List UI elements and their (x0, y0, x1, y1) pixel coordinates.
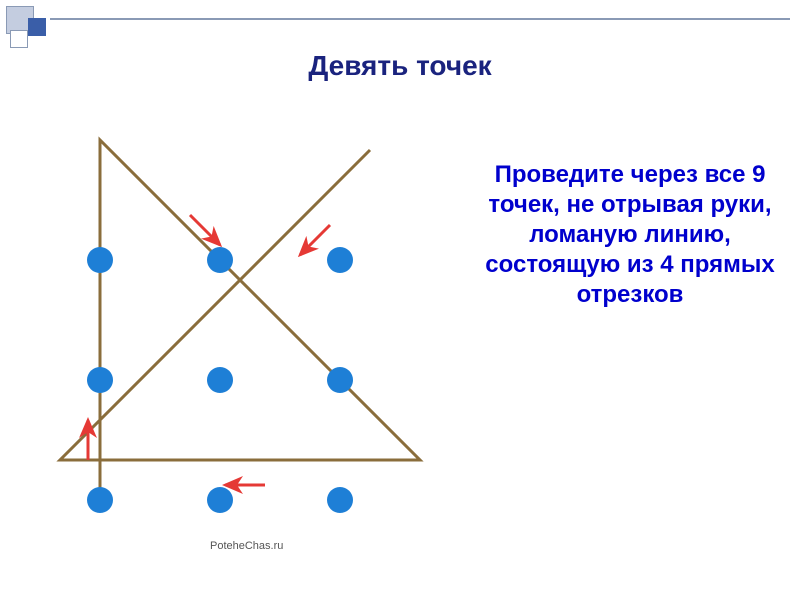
diagram-svg (40, 130, 440, 550)
grid-dot (327, 367, 353, 393)
slide: Девять точек Проведите через все 9 точек… (0, 0, 800, 600)
grid-dot (327, 487, 353, 513)
decor-square-outline (10, 30, 28, 48)
grid-dot (327, 247, 353, 273)
direction-arrow (300, 225, 330, 255)
solution-polyline (60, 140, 420, 500)
instruction-text: Проведите через все 9 точек, не отрывая … (480, 160, 780, 310)
grid-dot (87, 487, 113, 513)
grid-dot (87, 247, 113, 273)
header-rule (50, 18, 790, 20)
direction-arrow (190, 215, 220, 245)
credit-text: PotehеChas.ru (210, 540, 283, 552)
grid-dot (207, 487, 233, 513)
slide-title: Девять точек (0, 50, 800, 82)
grid-dot (207, 367, 233, 393)
grid-dot (207, 247, 233, 273)
decor-square-filled (28, 18, 46, 36)
nine-dots-diagram (40, 130, 440, 550)
grid-dot (87, 367, 113, 393)
